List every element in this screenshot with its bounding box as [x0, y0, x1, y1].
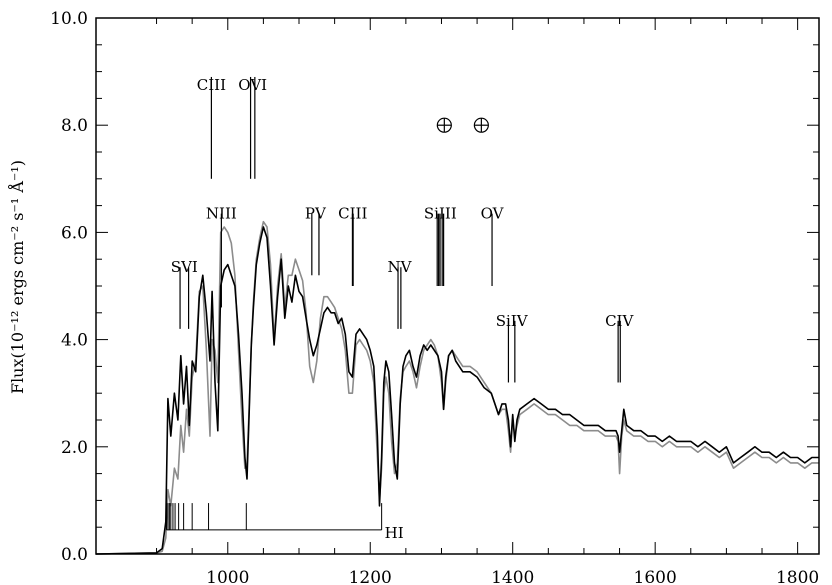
spectrum-series-black — [95, 226, 819, 555]
y-tick-label: 2.0 — [61, 438, 88, 458]
line-id-label: CIII — [338, 205, 367, 223]
y-axis-label: Flux(10⁻¹² ergs cm⁻² s⁻¹ Å⁻¹) — [7, 160, 27, 394]
line-id-label: NIII — [206, 205, 237, 223]
line-id-label: OV — [481, 205, 505, 223]
y-tick-label: 0.0 — [61, 545, 88, 565]
line-id-label: CIV — [605, 312, 634, 330]
line-id-label: CIII — [197, 76, 226, 94]
y-tick-label: 10.0 — [50, 9, 88, 29]
x-tick-label: 1800 — [776, 568, 819, 585]
line-id-label: OVI — [238, 76, 267, 94]
line-id-label: PV — [305, 205, 327, 223]
plot-frame — [95, 17, 820, 555]
line-id-label: SiIV — [496, 312, 529, 330]
plot-area: 1000 1200 1400 1600 1800 0.0 2.0 4.0 6.0 8.0 10.0 C… — [50, 9, 819, 585]
line-id-label: NV — [387, 258, 412, 276]
line-id-label: SiIII — [424, 205, 457, 223]
y-tick-label: 6.0 — [61, 223, 88, 243]
x-tick-label: 1600 — [634, 568, 677, 585]
hi-series-label: HI — [385, 524, 404, 542]
x-tick-label: 1000 — [206, 568, 249, 585]
y-tick-label: 8.0 — [61, 116, 88, 136]
x-tick-label: 1200 — [349, 568, 392, 585]
spectrum-series-gray — [95, 220, 819, 555]
y-tick-label: 4.0 — [61, 331, 88, 351]
x-tick-label: 1400 — [491, 568, 534, 585]
line-id-label: SVI — [171, 258, 198, 276]
